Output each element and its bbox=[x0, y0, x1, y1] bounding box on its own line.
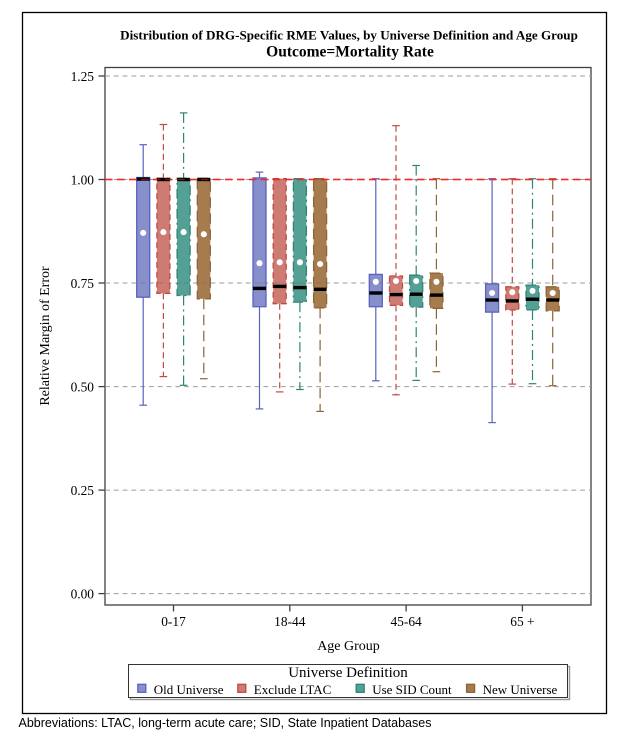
svg-text:Universe Definition: Universe Definition bbox=[288, 665, 408, 681]
svg-text:Outcome=Mortality Rate: Outcome=Mortality Rate bbox=[266, 44, 434, 61]
svg-text:Relative Margin of Error: Relative Margin of Error bbox=[38, 266, 53, 406]
svg-text:New Universe: New Universe bbox=[483, 682, 558, 697]
svg-text:0.25: 0.25 bbox=[71, 483, 95, 498]
svg-text:Exclude LTAC: Exclude LTAC bbox=[254, 682, 332, 697]
svg-text:Distribution of DRG-Specific R: Distribution of DRG-Specific RME Values,… bbox=[120, 28, 578, 43]
svg-text:18-44: 18-44 bbox=[274, 614, 306, 629]
svg-text:0.75: 0.75 bbox=[71, 276, 95, 291]
svg-text:65 +: 65 + bbox=[510, 614, 534, 629]
svg-text:0.00: 0.00 bbox=[71, 586, 95, 601]
svg-text:45-64: 45-64 bbox=[390, 614, 422, 629]
svg-text:Abbreviations: LTAC, long-term: Abbreviations: LTAC, long-term acute car… bbox=[19, 716, 432, 730]
svg-text:1.00: 1.00 bbox=[71, 172, 95, 187]
svg-text:0.50: 0.50 bbox=[71, 379, 95, 394]
svg-text:Use SID Count: Use SID Count bbox=[372, 682, 452, 697]
svg-text:Age Group: Age Group bbox=[317, 639, 380, 654]
svg-text:0-17: 0-17 bbox=[161, 614, 186, 629]
svg-text:Old Universe: Old Universe bbox=[154, 682, 224, 697]
svg-text:1.25: 1.25 bbox=[71, 69, 95, 84]
